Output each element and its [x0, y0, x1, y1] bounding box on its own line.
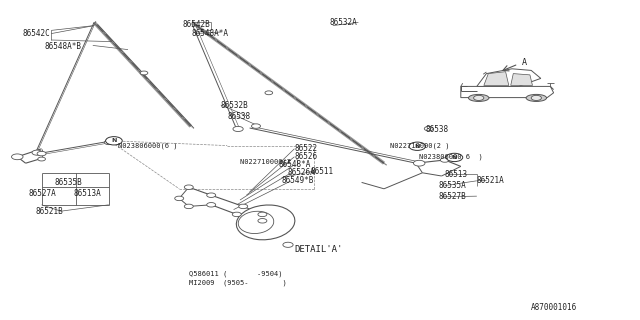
Text: 86513A: 86513A: [74, 189, 101, 198]
Text: 86521B: 86521B: [35, 207, 63, 216]
Circle shape: [184, 185, 193, 189]
Text: A870001016: A870001016: [531, 303, 577, 312]
Circle shape: [184, 204, 193, 209]
Text: 86542B: 86542B: [182, 20, 210, 28]
Text: N023806000 6  ): N023806000 6 ): [419, 154, 483, 160]
Circle shape: [37, 151, 46, 156]
Text: 86532B: 86532B: [221, 101, 248, 110]
Circle shape: [283, 242, 293, 247]
Text: Q586011 (       -9504): Q586011 ( -9504): [189, 270, 282, 277]
Circle shape: [531, 95, 541, 100]
Circle shape: [413, 160, 425, 166]
Circle shape: [258, 219, 267, 223]
Text: N: N: [111, 138, 116, 143]
Polygon shape: [477, 69, 541, 86]
Text: 86548*A: 86548*A: [278, 160, 311, 169]
Circle shape: [207, 193, 216, 197]
Text: 86542C: 86542C: [22, 29, 50, 38]
Ellipse shape: [236, 205, 295, 240]
Text: N: N: [415, 144, 420, 149]
Circle shape: [207, 203, 216, 207]
Circle shape: [252, 124, 260, 128]
Text: A: A: [522, 58, 527, 67]
Circle shape: [424, 126, 433, 131]
Circle shape: [104, 140, 113, 145]
Text: 86548A*B: 86548A*B: [45, 42, 82, 51]
Text: 86521A: 86521A: [477, 176, 504, 185]
Text: 86527A: 86527A: [29, 189, 56, 198]
Circle shape: [233, 126, 243, 132]
Circle shape: [446, 153, 463, 162]
Text: 86526A: 86526A: [288, 168, 316, 177]
Circle shape: [265, 91, 273, 95]
Text: 86526: 86526: [294, 152, 317, 161]
Text: 86548A*A: 86548A*A: [192, 29, 229, 38]
Text: 86535B: 86535B: [54, 178, 82, 187]
Circle shape: [106, 137, 122, 145]
Ellipse shape: [526, 94, 547, 101]
Circle shape: [440, 158, 449, 162]
Circle shape: [140, 71, 148, 75]
Text: 86511: 86511: [310, 167, 333, 176]
Text: N: N: [452, 155, 457, 160]
Circle shape: [175, 196, 184, 201]
Text: N022710000(2 ): N022710000(2 ): [240, 158, 300, 165]
Circle shape: [32, 150, 42, 155]
Text: 86527B: 86527B: [438, 192, 466, 201]
Text: 86522: 86522: [294, 144, 317, 153]
Text: 86538: 86538: [227, 112, 250, 121]
Polygon shape: [484, 72, 509, 85]
Ellipse shape: [468, 94, 489, 101]
Circle shape: [239, 204, 248, 209]
Text: DETAIL'A': DETAIL'A': [294, 245, 343, 254]
Text: 86532A: 86532A: [330, 18, 357, 27]
Circle shape: [409, 142, 426, 150]
Text: 86535A: 86535A: [438, 181, 466, 190]
Circle shape: [38, 157, 45, 161]
Polygon shape: [511, 74, 532, 85]
Circle shape: [232, 212, 241, 217]
Polygon shape: [461, 86, 554, 98]
Text: MI2009  (9505-        ): MI2009 (9505- ): [189, 280, 287, 286]
Text: 86549*B: 86549*B: [282, 176, 314, 185]
Text: N022710000(2 ): N022710000(2 ): [390, 142, 450, 149]
Text: 86538: 86538: [426, 125, 449, 134]
Text: N023806000(6 ): N023806000(6 ): [118, 142, 178, 149]
Circle shape: [258, 212, 267, 217]
Text: 86513: 86513: [445, 170, 468, 179]
Circle shape: [474, 95, 484, 100]
Circle shape: [12, 154, 23, 160]
Ellipse shape: [238, 211, 274, 234]
